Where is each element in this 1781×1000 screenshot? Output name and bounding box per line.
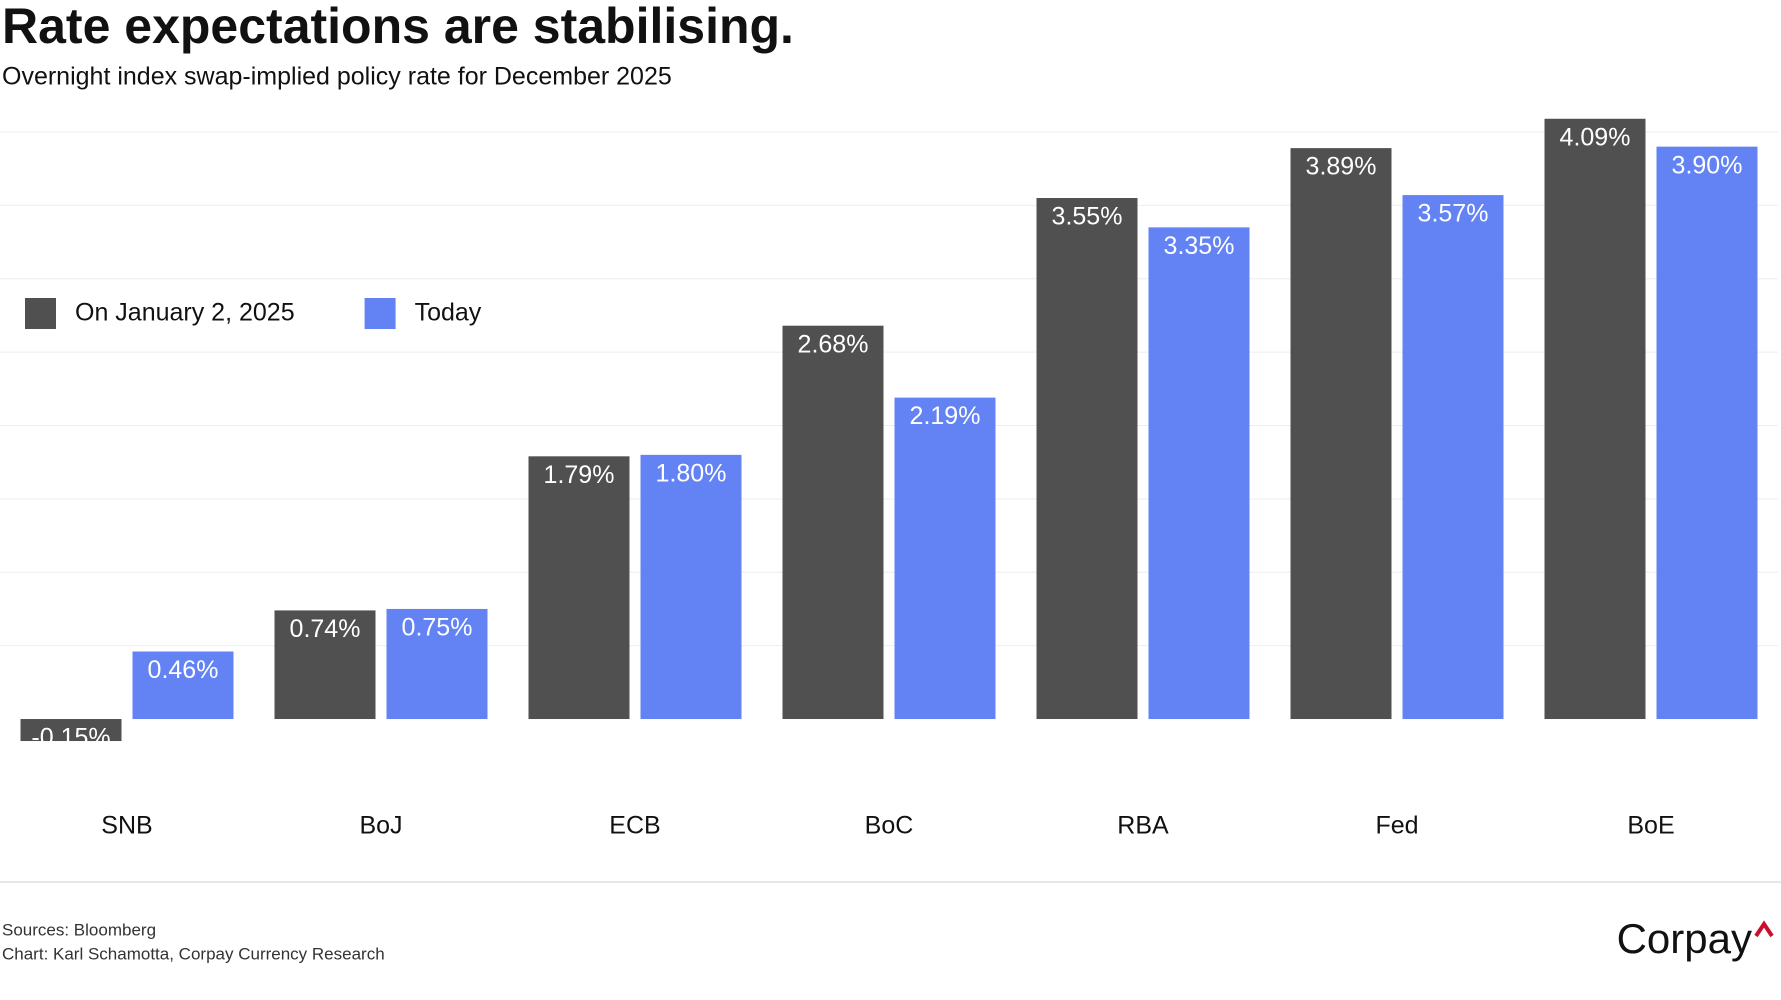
sources: Sources: Bloomberg (2, 920, 156, 939)
bar (1402, 195, 1504, 720)
value-label: 3.35% (1164, 232, 1235, 260)
value-label: 3.57% (1418, 200, 1489, 228)
bar (20, 719, 122, 742)
bar (640, 454, 742, 720)
legend-label: On January 2, 2025 (75, 299, 295, 327)
value-label: -0.15% (31, 724, 110, 752)
legend-label: Today (415, 299, 482, 327)
x-tick-label: BoJ (359, 812, 402, 840)
bar (894, 397, 996, 720)
x-tick-label: Fed (1375, 812, 1418, 840)
bar (1656, 146, 1758, 720)
logo-caret (1754, 920, 1774, 938)
value-label: 3.89% (1306, 153, 1377, 181)
value-label: 4.09% (1560, 123, 1631, 151)
bar (1148, 227, 1250, 720)
bar (274, 610, 376, 720)
credit: Chart: Karl Schamotta, Corpay Currency R… (2, 944, 385, 963)
value-label: 2.19% (910, 402, 981, 430)
value-label: 0.46% (148, 656, 219, 684)
value-label: 2.68% (798, 330, 869, 358)
chart-title: Rate expectations are stabilising. (2, 0, 794, 54)
x-tick-label: RBA (1117, 812, 1169, 840)
x-tick-label: ECB (609, 812, 660, 840)
bar (1036, 198, 1138, 720)
value-label: 3.90% (1672, 151, 1743, 179)
value-label: 0.75% (402, 614, 473, 642)
value-label: 3.55% (1052, 203, 1123, 231)
value-label: 1.80% (656, 459, 727, 487)
logo: Corpay (1617, 915, 1752, 962)
bar (1544, 118, 1646, 720)
bar (386, 608, 488, 720)
value-label: 0.74% (290, 615, 361, 643)
value-label: 1.79% (544, 461, 615, 489)
x-tick-label: SNB (101, 812, 152, 840)
bar (782, 325, 884, 720)
legend-swatch (364, 298, 396, 329)
chart-subtitle: Overnight index swap-implied policy rate… (2, 63, 672, 91)
x-tick-label: BoE (1627, 812, 1674, 840)
bar (132, 651, 234, 720)
x-tick-label: BoC (865, 812, 914, 840)
legend-swatch (25, 298, 56, 329)
bar (528, 456, 630, 720)
bar (1290, 148, 1392, 720)
